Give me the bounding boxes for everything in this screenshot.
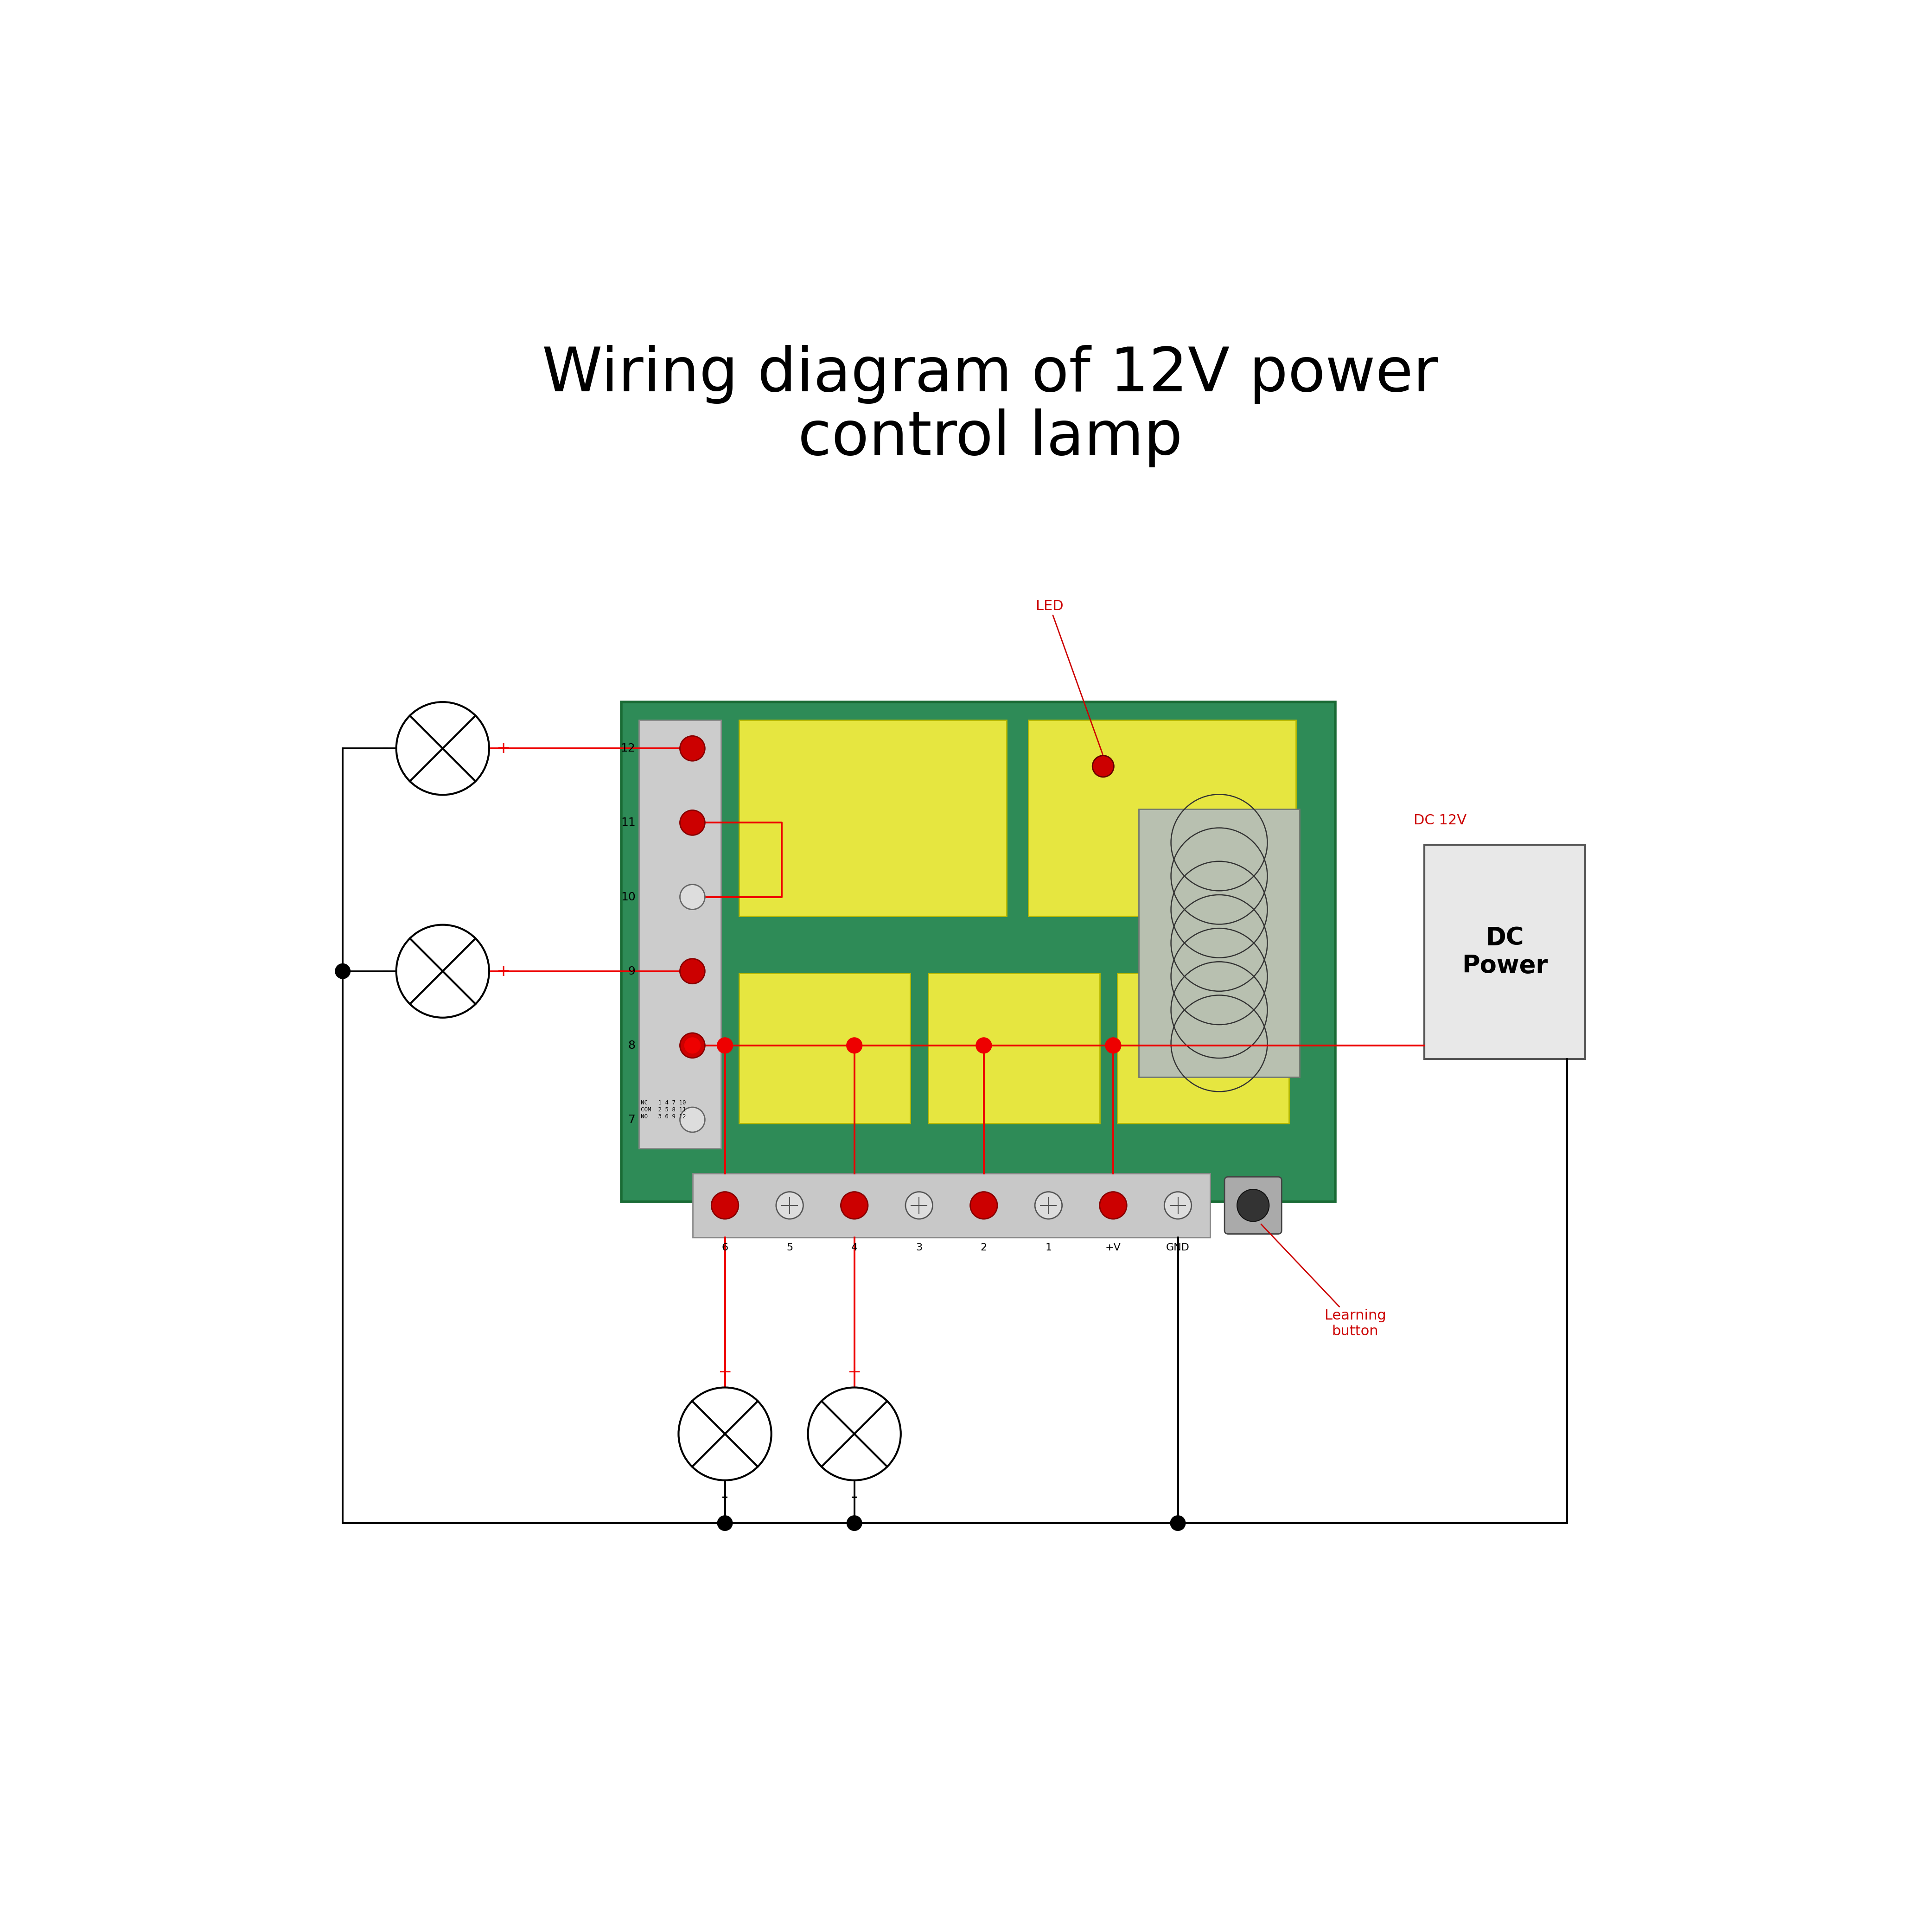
Circle shape	[680, 736, 705, 761]
Text: +: +	[719, 1364, 732, 1379]
Circle shape	[711, 1192, 738, 1219]
Text: 2: 2	[981, 1242, 987, 1252]
Circle shape	[334, 964, 350, 980]
Circle shape	[1236, 1190, 1269, 1221]
Circle shape	[1099, 1192, 1126, 1219]
Bar	[1424, 844, 1584, 1059]
Circle shape	[1092, 755, 1115, 777]
Text: +V: +V	[1105, 1242, 1121, 1252]
Circle shape	[680, 885, 705, 910]
Text: -: -	[850, 1488, 858, 1507]
Circle shape	[906, 1192, 933, 1219]
Bar	[740, 721, 1007, 916]
Circle shape	[840, 1192, 867, 1219]
Circle shape	[1105, 1037, 1121, 1053]
Text: Wiring diagram of 12V power
control lamp: Wiring diagram of 12V power control lamp	[543, 346, 1437, 468]
Circle shape	[717, 1515, 732, 1530]
Circle shape	[777, 1192, 804, 1219]
Text: 5: 5	[786, 1242, 792, 1252]
Circle shape	[680, 1034, 705, 1059]
Text: 12: 12	[620, 744, 636, 753]
Text: +: +	[497, 740, 510, 755]
Circle shape	[678, 1387, 771, 1480]
Text: GND: GND	[1167, 1242, 1190, 1252]
Text: Learning
button: Learning button	[1262, 1225, 1385, 1339]
Text: 9: 9	[628, 966, 636, 978]
Bar	[740, 974, 910, 1122]
Text: DC
Power: DC Power	[1463, 925, 1548, 978]
Text: LED: LED	[1036, 599, 1103, 753]
Text: -: -	[383, 962, 388, 981]
Bar	[639, 721, 721, 1148]
Circle shape	[396, 701, 489, 794]
Text: 8: 8	[628, 1039, 636, 1051]
FancyBboxPatch shape	[1225, 1177, 1281, 1235]
Text: +: +	[497, 964, 510, 980]
Circle shape	[808, 1387, 900, 1480]
Circle shape	[684, 1037, 699, 1053]
Circle shape	[1036, 1192, 1063, 1219]
Text: -: -	[721, 1488, 728, 1507]
Circle shape	[1171, 1515, 1186, 1530]
Bar	[1028, 721, 1296, 916]
Bar	[927, 974, 1099, 1122]
Bar	[692, 1173, 1209, 1238]
Circle shape	[976, 1037, 991, 1053]
Circle shape	[1165, 1192, 1192, 1219]
Circle shape	[846, 1515, 862, 1530]
Text: +: +	[848, 1364, 862, 1379]
Circle shape	[970, 1192, 997, 1219]
Text: 1: 1	[1045, 1242, 1051, 1252]
Text: NC   1 4 7 10
COM  2 5 8 11
NO   3 6 9 12: NC 1 4 7 10 COM 2 5 8 11 NO 3 6 9 12	[641, 1099, 686, 1121]
Bar	[622, 701, 1335, 1202]
Text: -: -	[383, 738, 388, 757]
Text: 6: 6	[723, 1242, 728, 1252]
Circle shape	[846, 1037, 862, 1053]
Text: 3: 3	[916, 1242, 922, 1252]
Bar	[1138, 810, 1300, 1076]
Text: DC 12V: DC 12V	[1414, 813, 1466, 827]
Circle shape	[680, 810, 705, 835]
Circle shape	[396, 925, 489, 1018]
Circle shape	[717, 1037, 732, 1053]
Circle shape	[680, 1107, 705, 1132]
Text: 4: 4	[852, 1242, 858, 1252]
Bar	[1117, 974, 1289, 1122]
Text: 7: 7	[628, 1115, 636, 1124]
Text: 11: 11	[620, 817, 636, 829]
Circle shape	[680, 958, 705, 983]
Text: 10: 10	[620, 891, 636, 902]
